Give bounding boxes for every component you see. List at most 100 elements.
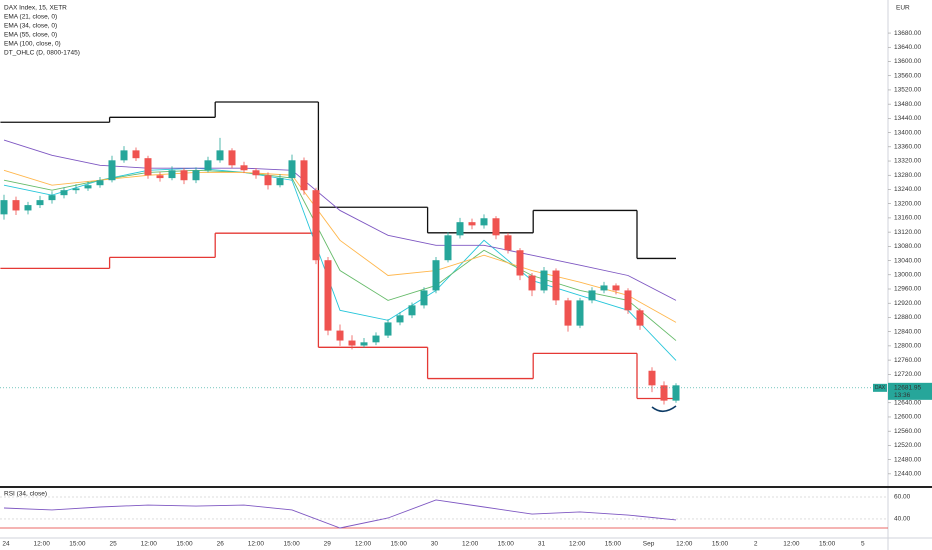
candle-body xyxy=(48,195,56,201)
candle-body xyxy=(588,290,596,301)
candle-body xyxy=(432,260,440,291)
y-tick-label: 13520.00 xyxy=(894,87,921,94)
candle-body xyxy=(36,200,44,206)
candle-body xyxy=(120,150,128,161)
x-tick-label: 12:00 xyxy=(462,541,479,548)
x-tick-label: 2 xyxy=(754,541,758,548)
candle-body xyxy=(360,342,368,346)
x-tick-label: 12:00 xyxy=(141,541,158,548)
x-tick-label: 12:00 xyxy=(355,541,372,548)
x-tick-label: 15:00 xyxy=(176,541,193,548)
x-tick-label: 31 xyxy=(538,541,546,548)
x-tick-label: 5 xyxy=(861,541,865,548)
y-tick-label: 12800.00 xyxy=(894,343,921,350)
candle-body xyxy=(612,285,620,291)
candle-body xyxy=(204,160,212,171)
candle-body xyxy=(84,185,92,189)
candle-body xyxy=(0,200,8,215)
x-tick-label: 12:00 xyxy=(569,541,586,548)
y-tick-label: 12720.00 xyxy=(894,371,921,378)
y-tick-label: 13320.00 xyxy=(894,158,921,165)
y-tick-label: 13440.00 xyxy=(894,115,921,122)
candle-body xyxy=(300,160,308,191)
x-tick-label: 15:00 xyxy=(498,541,515,548)
rsi-line xyxy=(3,499,677,529)
candle-body xyxy=(576,300,584,326)
candle-body xyxy=(672,385,680,401)
candle-body xyxy=(216,150,224,161)
ema-line xyxy=(3,169,677,323)
candle-body xyxy=(540,270,548,291)
candle-body xyxy=(516,250,524,276)
legend-entry: EMA (100, close, 0) xyxy=(4,41,61,48)
candle-body xyxy=(660,385,668,401)
y-tick-label: 13040.00 xyxy=(894,257,921,264)
rsi-title: RSI (34, close) xyxy=(4,491,47,498)
x-tick-label: 12:00 xyxy=(676,541,693,548)
currency: EUR xyxy=(896,5,910,12)
candle-body xyxy=(480,218,488,226)
candle-body xyxy=(648,370,656,386)
ema-line xyxy=(3,167,677,361)
candle-body xyxy=(384,322,392,336)
candle-body xyxy=(456,222,464,236)
y-tick-label: 13120.00 xyxy=(894,229,921,236)
y-tick-label: 13160.00 xyxy=(894,215,921,222)
ema-line xyxy=(3,169,677,341)
y-tick-label: 12760.00 xyxy=(894,357,921,364)
candle-body xyxy=(348,340,356,346)
candle-body xyxy=(408,305,416,316)
candle-body xyxy=(372,335,380,343)
candle-body xyxy=(264,175,272,186)
x-tick-label: 15:00 xyxy=(712,541,729,548)
x-tick-label: 15:00 xyxy=(391,541,408,548)
candle-body xyxy=(168,170,176,179)
y-tick-label: 12480.00 xyxy=(894,456,921,463)
y-tick-label: 13680.00 xyxy=(894,30,921,37)
y-tick-label: 12840.00 xyxy=(894,328,921,335)
y-tick-label: 12960.00 xyxy=(894,286,921,293)
legend-entry: DT_OHLC (D, 0800-1745) xyxy=(4,50,80,57)
y-tick-label: 12880.00 xyxy=(894,314,921,321)
symbol-tag xyxy=(873,383,887,392)
x-tick-label: 15:00 xyxy=(605,541,622,548)
x-tick-label: 15:00 xyxy=(69,541,86,548)
arc-drawing xyxy=(651,405,677,413)
rsi-tick-label: 60.00 xyxy=(894,494,911,501)
candle-body xyxy=(96,180,104,186)
x-tick-label: 12:00 xyxy=(783,541,800,548)
legend-entry: EMA (34, close, 0) xyxy=(4,23,57,30)
y-tick-label: 13480.00 xyxy=(894,101,921,108)
x-tick-label: 15:00 xyxy=(283,541,300,548)
countdown: 13:36 xyxy=(894,392,911,399)
x-tick-label: 25 xyxy=(109,541,117,548)
legend-entry: EMA (55, close, 0) xyxy=(4,32,57,39)
last-price-tag xyxy=(888,382,932,400)
candle-body xyxy=(636,310,644,326)
candle-body xyxy=(468,222,476,226)
rsi-tick-label: 40.00 xyxy=(894,516,911,523)
y-tick-label: 13080.00 xyxy=(894,243,921,250)
y-tick-label: 12920.00 xyxy=(894,300,921,307)
candle-body xyxy=(132,150,140,159)
candle-body xyxy=(492,218,500,236)
candle-body xyxy=(72,188,80,191)
y-tick-label: 13000.00 xyxy=(894,272,921,279)
y-tick-label: 13360.00 xyxy=(894,144,921,151)
last-price-label: 12681.95 xyxy=(894,385,921,392)
x-tick-label: 29 xyxy=(324,541,332,548)
y-tick-label: 12560.00 xyxy=(894,428,921,435)
candle-body xyxy=(288,160,296,179)
candle-body xyxy=(552,270,560,301)
legend-entry: EMA (21, close, 0) xyxy=(4,14,57,21)
candle-body xyxy=(420,290,428,306)
candle-body xyxy=(228,150,236,166)
x-tick-label: 30 xyxy=(431,541,439,548)
y-tick-label: 13280.00 xyxy=(894,172,921,179)
y-tick-label: 13240.00 xyxy=(894,186,921,193)
candle-body xyxy=(24,205,32,211)
candle-body xyxy=(504,235,512,251)
y-tick-label: 13400.00 xyxy=(894,129,921,136)
